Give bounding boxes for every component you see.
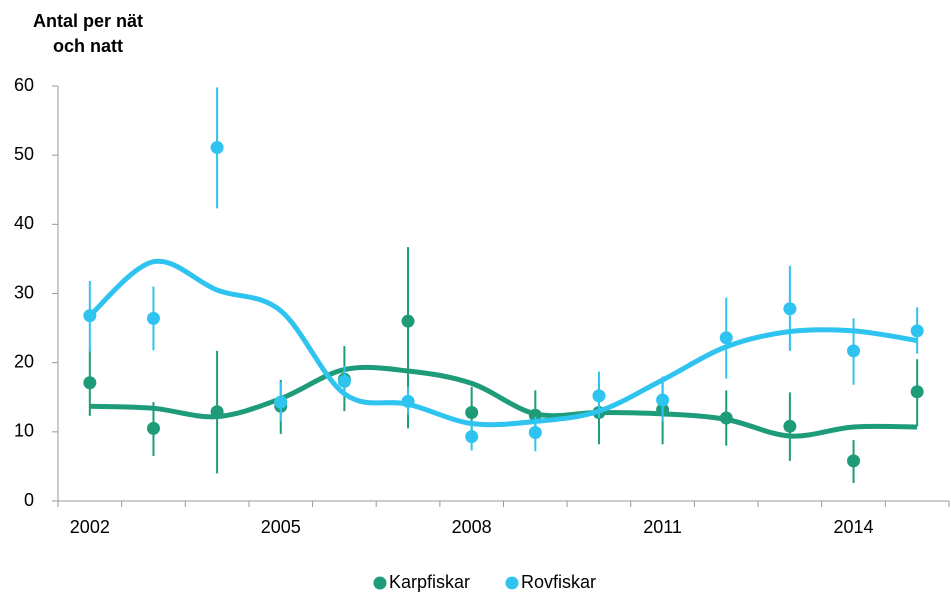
data-point	[337, 374, 351, 388]
legend-label: Rovfiskar	[521, 572, 596, 592]
legend-marker	[505, 576, 519, 590]
x-tick-label: 2002	[70, 517, 110, 537]
data-point	[401, 394, 415, 408]
data-point	[910, 324, 924, 338]
data-point	[83, 376, 97, 390]
x-tick-label: 2008	[452, 517, 492, 537]
data-point	[146, 421, 160, 435]
data-point	[465, 430, 479, 444]
data-point	[910, 385, 924, 399]
data-point	[83, 309, 97, 323]
data-point	[210, 405, 224, 419]
data-point	[274, 395, 288, 409]
y-tick-label: 20	[14, 351, 34, 371]
x-tick-label: 2005	[261, 517, 301, 537]
data-point	[592, 389, 606, 403]
y-axis-title: och natt	[53, 36, 123, 56]
y-tick-label: 10	[14, 421, 34, 441]
data-point	[847, 344, 861, 358]
y-tick-label: 60	[14, 75, 34, 95]
y-tick-label: 40	[14, 213, 34, 233]
data-point	[146, 311, 160, 325]
data-point	[528, 408, 542, 422]
data-point	[656, 393, 670, 407]
y-axis-title: Antal per nät	[33, 11, 143, 31]
y-tick-label: 30	[14, 282, 34, 302]
x-tick-label: 2014	[834, 517, 874, 537]
data-point	[783, 419, 797, 433]
y-tick-label: 50	[14, 144, 34, 164]
data-point	[719, 331, 733, 345]
legend-label: Karpfiskar	[389, 572, 470, 592]
data-point	[719, 411, 733, 425]
data-point	[401, 314, 415, 328]
data-point	[465, 405, 479, 419]
data-point	[783, 302, 797, 316]
legend-marker	[373, 576, 387, 590]
x-tick-label: 2011	[643, 517, 682, 537]
data-point	[210, 141, 224, 155]
data-point	[847, 454, 861, 468]
trend-line	[88, 258, 918, 428]
trend-line	[89, 364, 918, 439]
data-point	[528, 426, 542, 440]
y-tick-label: 0	[24, 490, 34, 510]
